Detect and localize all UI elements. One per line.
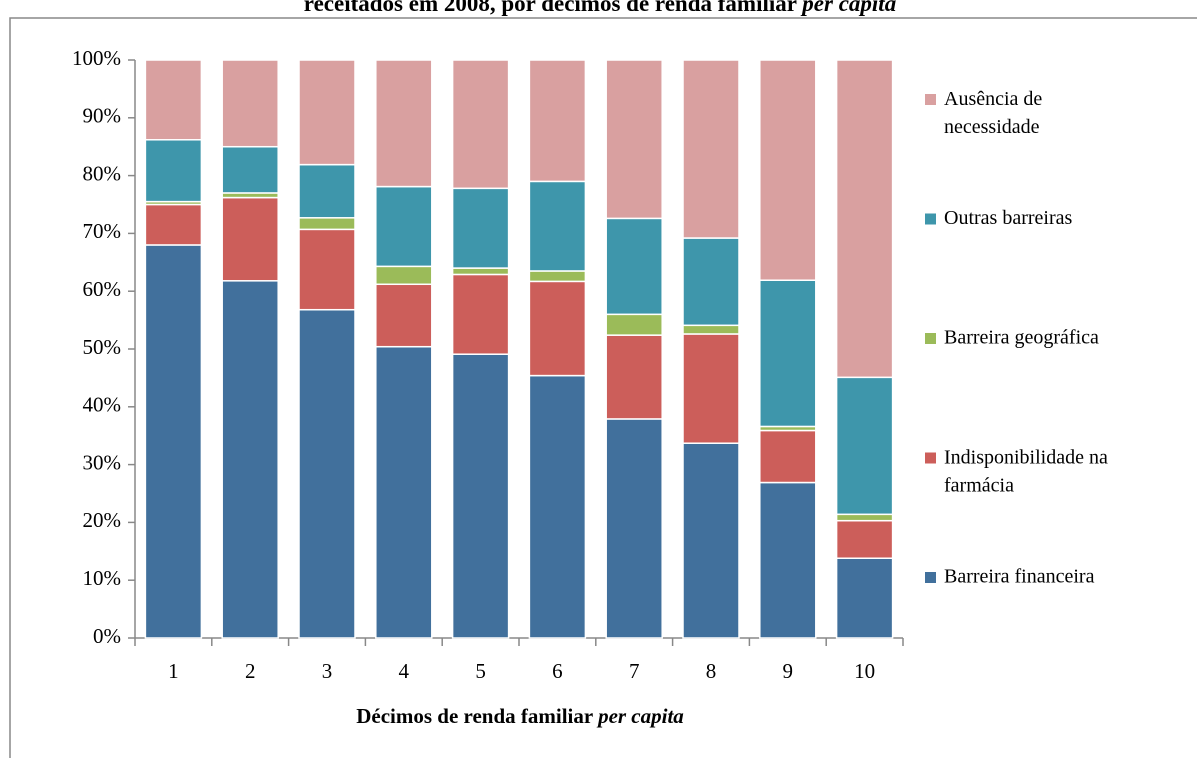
bar-segment — [605, 313, 663, 336]
bar-segment — [528, 280, 587, 377]
x-axis-label: Décimos de renda familiar per capita — [356, 704, 684, 728]
y-tick-label: 80% — [83, 161, 122, 185]
bar-segment — [605, 217, 663, 316]
x-label-italic: per capita — [596, 704, 684, 728]
y-tick-label: 70% — [83, 219, 122, 243]
bar-segment — [298, 59, 356, 166]
bar-segment — [144, 244, 203, 639]
y-tick-label: 50% — [83, 335, 122, 359]
legend-swatch — [925, 572, 936, 583]
bar-segment — [835, 557, 894, 639]
x-tick-label: 7 — [629, 659, 640, 683]
bar-segment — [605, 59, 663, 220]
bar-segment — [835, 376, 894, 516]
y-tick-label: 90% — [83, 104, 122, 128]
bar-segment — [682, 333, 740, 444]
chart-frame — [9, 17, 1197, 758]
x-tick-label: 8 — [706, 659, 717, 683]
bar-segment — [605, 418, 663, 639]
bar-segment — [451, 353, 510, 639]
bar-segment — [221, 145, 279, 194]
x-tick-label: 2 — [245, 659, 256, 683]
x-tick-label: 5 — [475, 659, 486, 683]
bar-segment — [375, 185, 433, 268]
bar-segment — [451, 59, 510, 190]
bar-segment — [298, 163, 356, 219]
bar-segment — [221, 196, 279, 282]
x-tick-label: 1 — [168, 659, 179, 683]
legend-line: necessidade — [944, 116, 1040, 138]
y-tick-label: 30% — [83, 450, 122, 474]
bar-segment — [528, 374, 587, 639]
bar-segment — [682, 59, 740, 239]
legend-line: Indisponibilidade na — [944, 446, 1108, 468]
y-tick-label: 0% — [93, 624, 121, 648]
legend-line: farmácia — [944, 474, 1014, 496]
x-tick-label: 6 — [552, 659, 563, 683]
bar-segment — [682, 442, 740, 639]
bar-segment — [375, 283, 433, 348]
bar-segment — [759, 481, 817, 639]
legend-swatch — [925, 94, 936, 105]
bar-segment — [375, 345, 433, 639]
bar-segment — [759, 429, 817, 484]
bar-segment — [605, 334, 663, 420]
y-tick-label: 20% — [83, 508, 122, 532]
bar-segment — [835, 519, 894, 559]
chart-title: receitados em 2008, por décimos de renda… — [304, 0, 896, 16]
bar-segment — [759, 279, 817, 428]
bar-segment — [451, 187, 510, 269]
bar-segment — [528, 270, 587, 283]
legend-label: Barreira geográfica — [944, 327, 1099, 349]
x-tick-label: 10 — [854, 659, 875, 683]
bar-segment — [144, 203, 203, 246]
legend-swatch — [925, 213, 936, 225]
y-tick-label: 100% — [72, 46, 121, 70]
legend-label: Outras barreiras — [944, 207, 1072, 229]
bar-segment — [375, 59, 433, 188]
bar-segment — [528, 180, 587, 272]
x-tick-label: 9 — [783, 659, 794, 683]
x-tick-label: 4 — [399, 659, 410, 683]
bar-segment — [835, 59, 894, 379]
bar-segment — [298, 228, 356, 311]
x-tick-label: 3 — [322, 659, 333, 683]
bar-segment — [451, 273, 510, 355]
bar-segment — [759, 59, 817, 281]
y-tick-label: 40% — [83, 393, 122, 417]
legend-line: Ausência de — [944, 88, 1042, 110]
bar-segment — [835, 513, 894, 522]
bar-segment — [528, 59, 587, 183]
legend-label: Barreira financeira — [944, 566, 1095, 588]
bar-segment — [451, 267, 510, 276]
y-tick-label: 10% — [83, 566, 122, 590]
bar-segment — [221, 280, 279, 639]
title-text: receitados em 2008, por décimos de renda… — [304, 0, 797, 16]
bar-segment — [221, 59, 279, 148]
title-italic: per capita — [800, 0, 896, 16]
legend-label: Indisponibilidade na farmácia — [944, 446, 1108, 496]
bar-segment — [682, 324, 740, 335]
bar-segment — [682, 237, 740, 327]
bar-segment — [144, 139, 203, 203]
bar-segment — [298, 308, 356, 639]
bar-segment — [144, 59, 203, 141]
x-label-text: Décimos de renda familiar — [356, 704, 593, 728]
bar-segment — [375, 265, 433, 286]
y-tick-label: 60% — [83, 277, 122, 301]
legend-swatch — [925, 452, 936, 464]
legend-swatch — [925, 333, 936, 344]
legend-label: Ausência de necessidade — [944, 88, 1042, 138]
bar-segment — [298, 217, 356, 231]
